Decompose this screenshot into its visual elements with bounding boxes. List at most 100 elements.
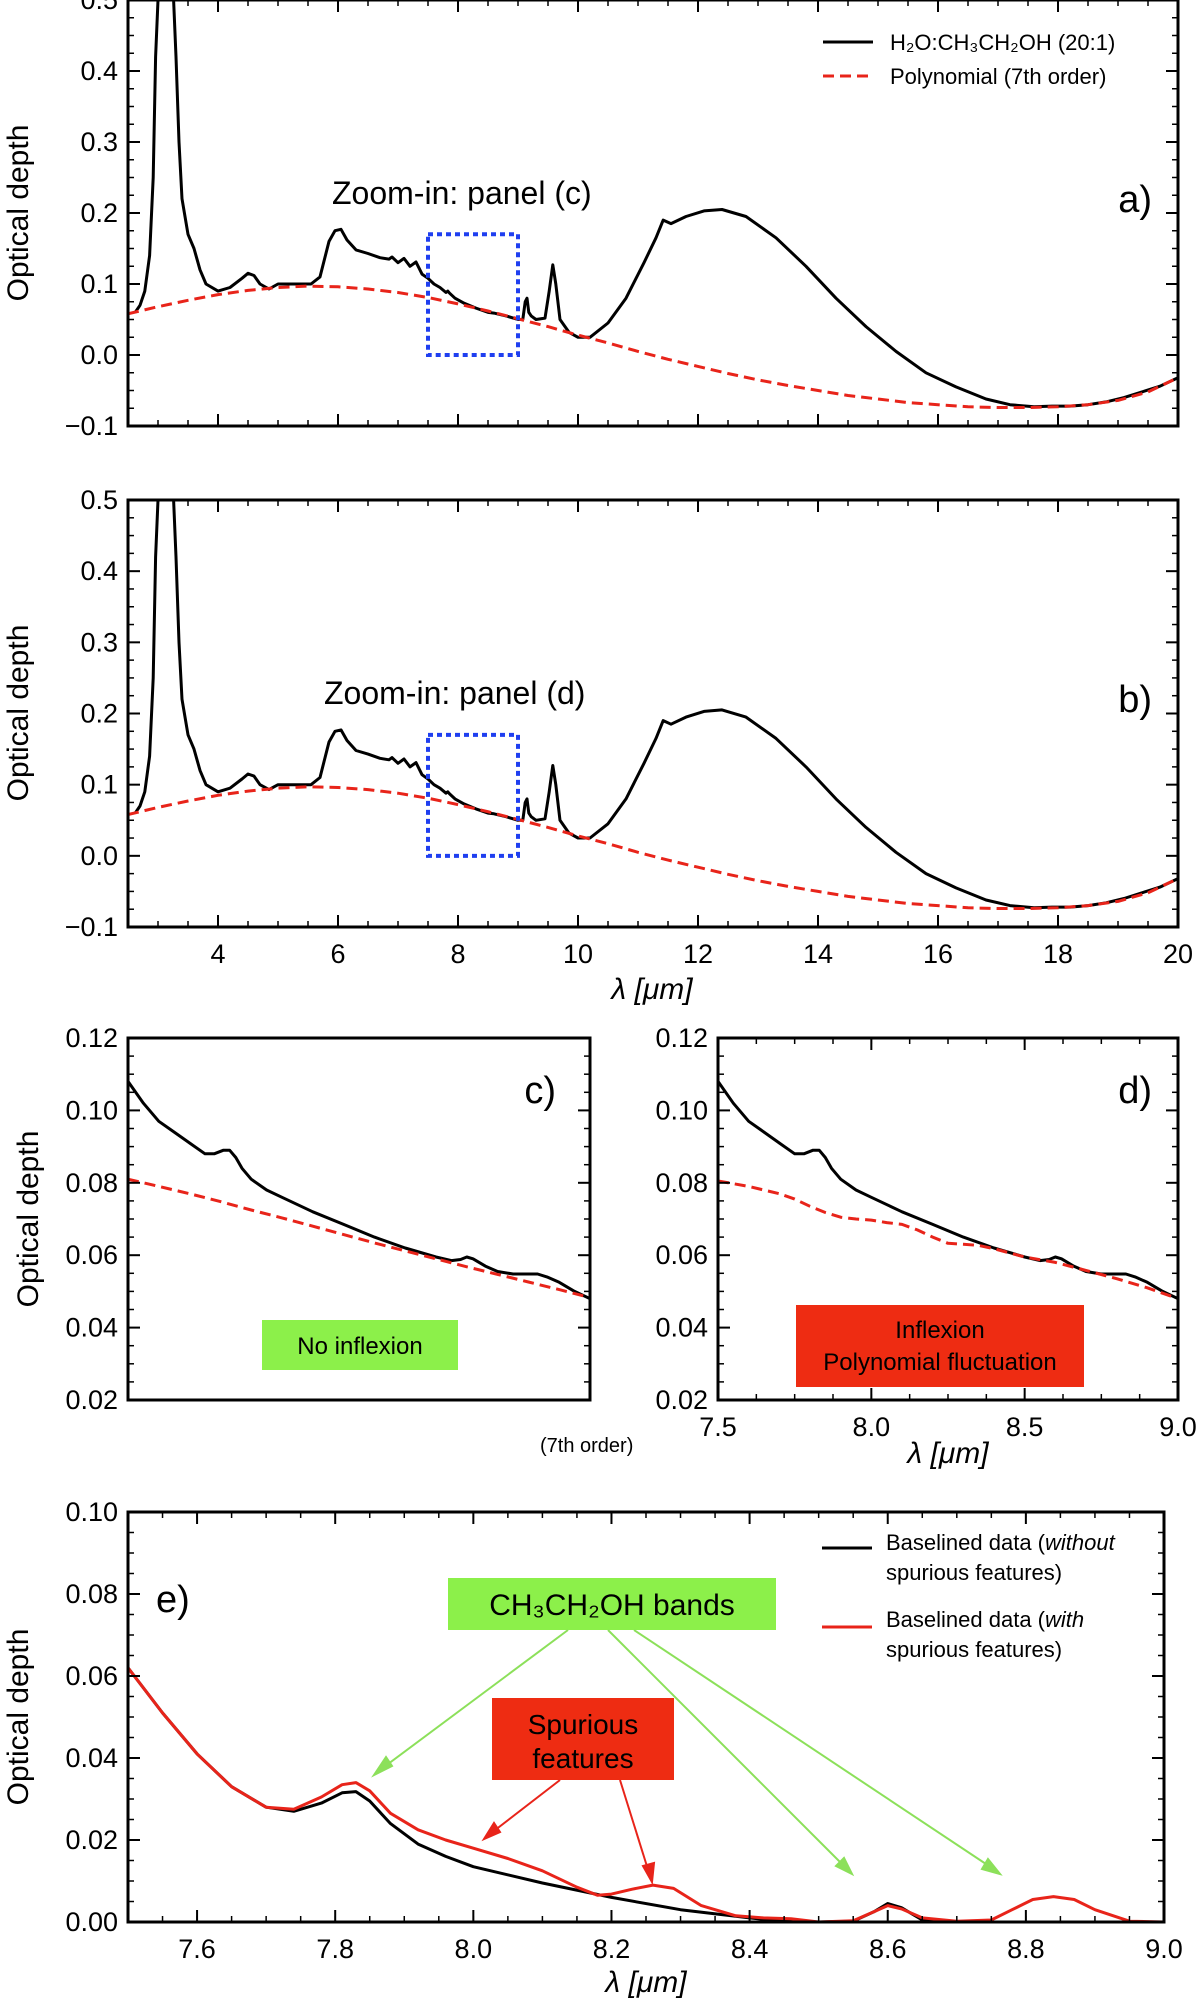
legend-poly-label: Polynomial (7th order) — [890, 64, 1106, 89]
panel-c-ylabel: Optical depth — [12, 1131, 45, 1308]
xtick-label: 7.6 — [178, 1934, 216, 1964]
xtick-label: 8.5 — [1006, 1412, 1044, 1442]
ytick-label: 0.04 — [65, 1743, 118, 1773]
panel-a-zoom-annotation: Zoom-in: panel (c) — [332, 175, 592, 211]
panel-d-frame — [716, 1036, 1180, 1402]
ytick-label: 0.08 — [65, 1579, 118, 1609]
panel-a-legend: H₂O:CH₃CH₂OH (20:1) Polynomial (7th orde… — [823, 30, 1115, 89]
panel-e-tag: e) — [156, 1579, 190, 1621]
xtick-label: 8 — [450, 939, 465, 969]
green-arrow-2 — [607, 1629, 849, 1871]
panel-c-series — [128, 1080, 590, 1300]
legend-with-line-1: Baselined data (with — [886, 1607, 1084, 1632]
ytick-label: 0.3 — [80, 627, 118, 657]
ytick-label: 0.08 — [655, 1168, 708, 1198]
red-label-box — [492, 1698, 674, 1780]
green-arrows — [371, 1629, 1003, 1877]
panel-d-annotation-line-2: Polynomial fluctuation — [823, 1349, 1056, 1376]
red-label-line-1: Spurious — [528, 1709, 639, 1740]
panel-b-xlabel: λ [μm] — [609, 973, 693, 1006]
panel-b-ylabel: Optical depth — [2, 625, 35, 802]
ytick-label: 0.04 — [655, 1313, 708, 1343]
panel-b-frame — [126, 498, 1180, 929]
panel-d-series-polynomial-line — [718, 1179, 1178, 1301]
ytick-label: 0.2 — [80, 699, 118, 729]
ytick-label: 0.02 — [655, 1385, 708, 1415]
green-label-box — [448, 1578, 776, 1630]
panel-a: −0.10.00.10.20.30.40.5 Optical depth a) … — [2, 0, 1180, 441]
xtick-label: 18 — [1043, 939, 1073, 969]
green-arrow-1 — [379, 1629, 569, 1771]
legend-without-line-1: Baselined data (without — [886, 1530, 1116, 1555]
panel-b-zoom-box — [426, 732, 520, 858]
green-arrow-1-head — [371, 1755, 394, 1778]
panel-c-tag: c) — [524, 1070, 556, 1112]
panel-c-series-data-line — [128, 1080, 590, 1300]
panel-c-series-polynomial-line — [128, 1177, 590, 1300]
xtick-label: 16 — [923, 939, 953, 969]
ytick-label: 0.10 — [655, 1095, 708, 1125]
green-arrow-3-head — [980, 1857, 1003, 1876]
panel-e-xlabel: λ [μm] — [603, 1966, 687, 1999]
red-label-line-2: features — [532, 1743, 633, 1774]
ytick-label: −0.1 — [65, 411, 118, 441]
ytick-label: 0.0 — [80, 340, 118, 370]
panel-a-zoom-box — [426, 232, 520, 357]
xtick-label: 7.5 — [699, 1412, 737, 1442]
red-arrow-1-head — [481, 1821, 502, 1842]
xtick-label: 7.8 — [316, 1934, 354, 1964]
panel-c: 0.02 0.04 0.06 0.08 0.10 0.12 Optical depth c… — [12, 1023, 633, 1457]
panel-d-series — [718, 1080, 1178, 1301]
ytick-label: 0.1 — [80, 770, 118, 800]
ytick-label: 0.08 — [65, 1168, 118, 1198]
panel-b-zoom-annotation: Zoom-in: panel (d) — [324, 675, 585, 711]
panel-c-annotation-box — [262, 1320, 458, 1370]
red-arrow-2 — [619, 1779, 651, 1877]
ytick-label: 0.2 — [80, 198, 118, 228]
panel-a-series-data-line — [133, 0, 1178, 409]
legend-with-line-2: spurious features) — [886, 1637, 1062, 1662]
panel-e-green-label: CH₃CH₂OH bands — [448, 1578, 776, 1630]
ytick-label: 0.1 — [80, 269, 118, 299]
ytick-label: 0.02 — [65, 1825, 118, 1855]
panel-c-annotation: No inflexion — [297, 1333, 422, 1360]
panel-d-tag: d) — [1118, 1070, 1152, 1112]
panel-b-series-polynomial-line — [128, 785, 1178, 910]
xtick-label: 8.0 — [455, 1934, 493, 1964]
panel-e-series-data-line — [128, 1666, 1164, 1922]
panel-d-series-data-line — [718, 1080, 1178, 1300]
ytick-label: 0.12 — [65, 1023, 118, 1053]
red-arrow-1 — [489, 1779, 561, 1835]
panel-e-frame — [126, 1510, 1166, 1924]
panel-e-ticks: 0.00 0.02 0.04 0.06 0.08 0.10 7.6 7.8 8.0 8.2 8.4 8… — [65, 1497, 1182, 1964]
ytick-label: 0.06 — [65, 1240, 118, 1270]
panel-e-series — [128, 1666, 1164, 1922]
ytick-label: 0.12 — [655, 1023, 708, 1053]
ytick-label: 0.06 — [655, 1240, 708, 1270]
legend-data-label: H₂O:CH₃CH₂OH (20:1) — [890, 30, 1115, 55]
ytick-label: 0.0 — [80, 841, 118, 871]
xtick-label: 6 — [330, 939, 345, 969]
xtick-label: 4 — [210, 939, 225, 969]
xtick-label: 8.2 — [593, 1934, 631, 1964]
panel-d-annotation-line-1: Inflexion — [895, 1317, 984, 1344]
xtick-label: 14 — [803, 939, 833, 969]
ytick-label: 0.02 — [65, 1385, 118, 1415]
ytick-label: 0.04 — [65, 1313, 118, 1343]
panel-a-tag: a) — [1118, 179, 1152, 221]
xtick-label: 8.8 — [1007, 1934, 1045, 1964]
ytick-label: 0.5 — [80, 0, 118, 15]
panel-e-red-label: Spurious features — [492, 1698, 674, 1780]
ytick-label: 0.4 — [80, 556, 118, 586]
ytick-label: 0.10 — [65, 1095, 118, 1125]
green-arrow-2-head — [834, 1856, 855, 1877]
xtick-label: 9.0 — [1159, 1412, 1197, 1442]
panel-d: 0.02 0.04 0.06 0.08 0.10 0.12 7.5 8.0 8.5 9.0 λ [… — [655, 1023, 1196, 1470]
panel-c-footnote: (7th order) — [540, 1435, 633, 1457]
xtick-label: 8.0 — [853, 1412, 891, 1442]
panel-a-frame — [126, 0, 1180, 428]
xtick-label: 9.0 — [1145, 1934, 1183, 1964]
panel-c-ticks: 0.02 0.04 0.06 0.08 0.10 0.12 — [65, 1023, 590, 1415]
panel-c-frame — [126, 1036, 592, 1402]
